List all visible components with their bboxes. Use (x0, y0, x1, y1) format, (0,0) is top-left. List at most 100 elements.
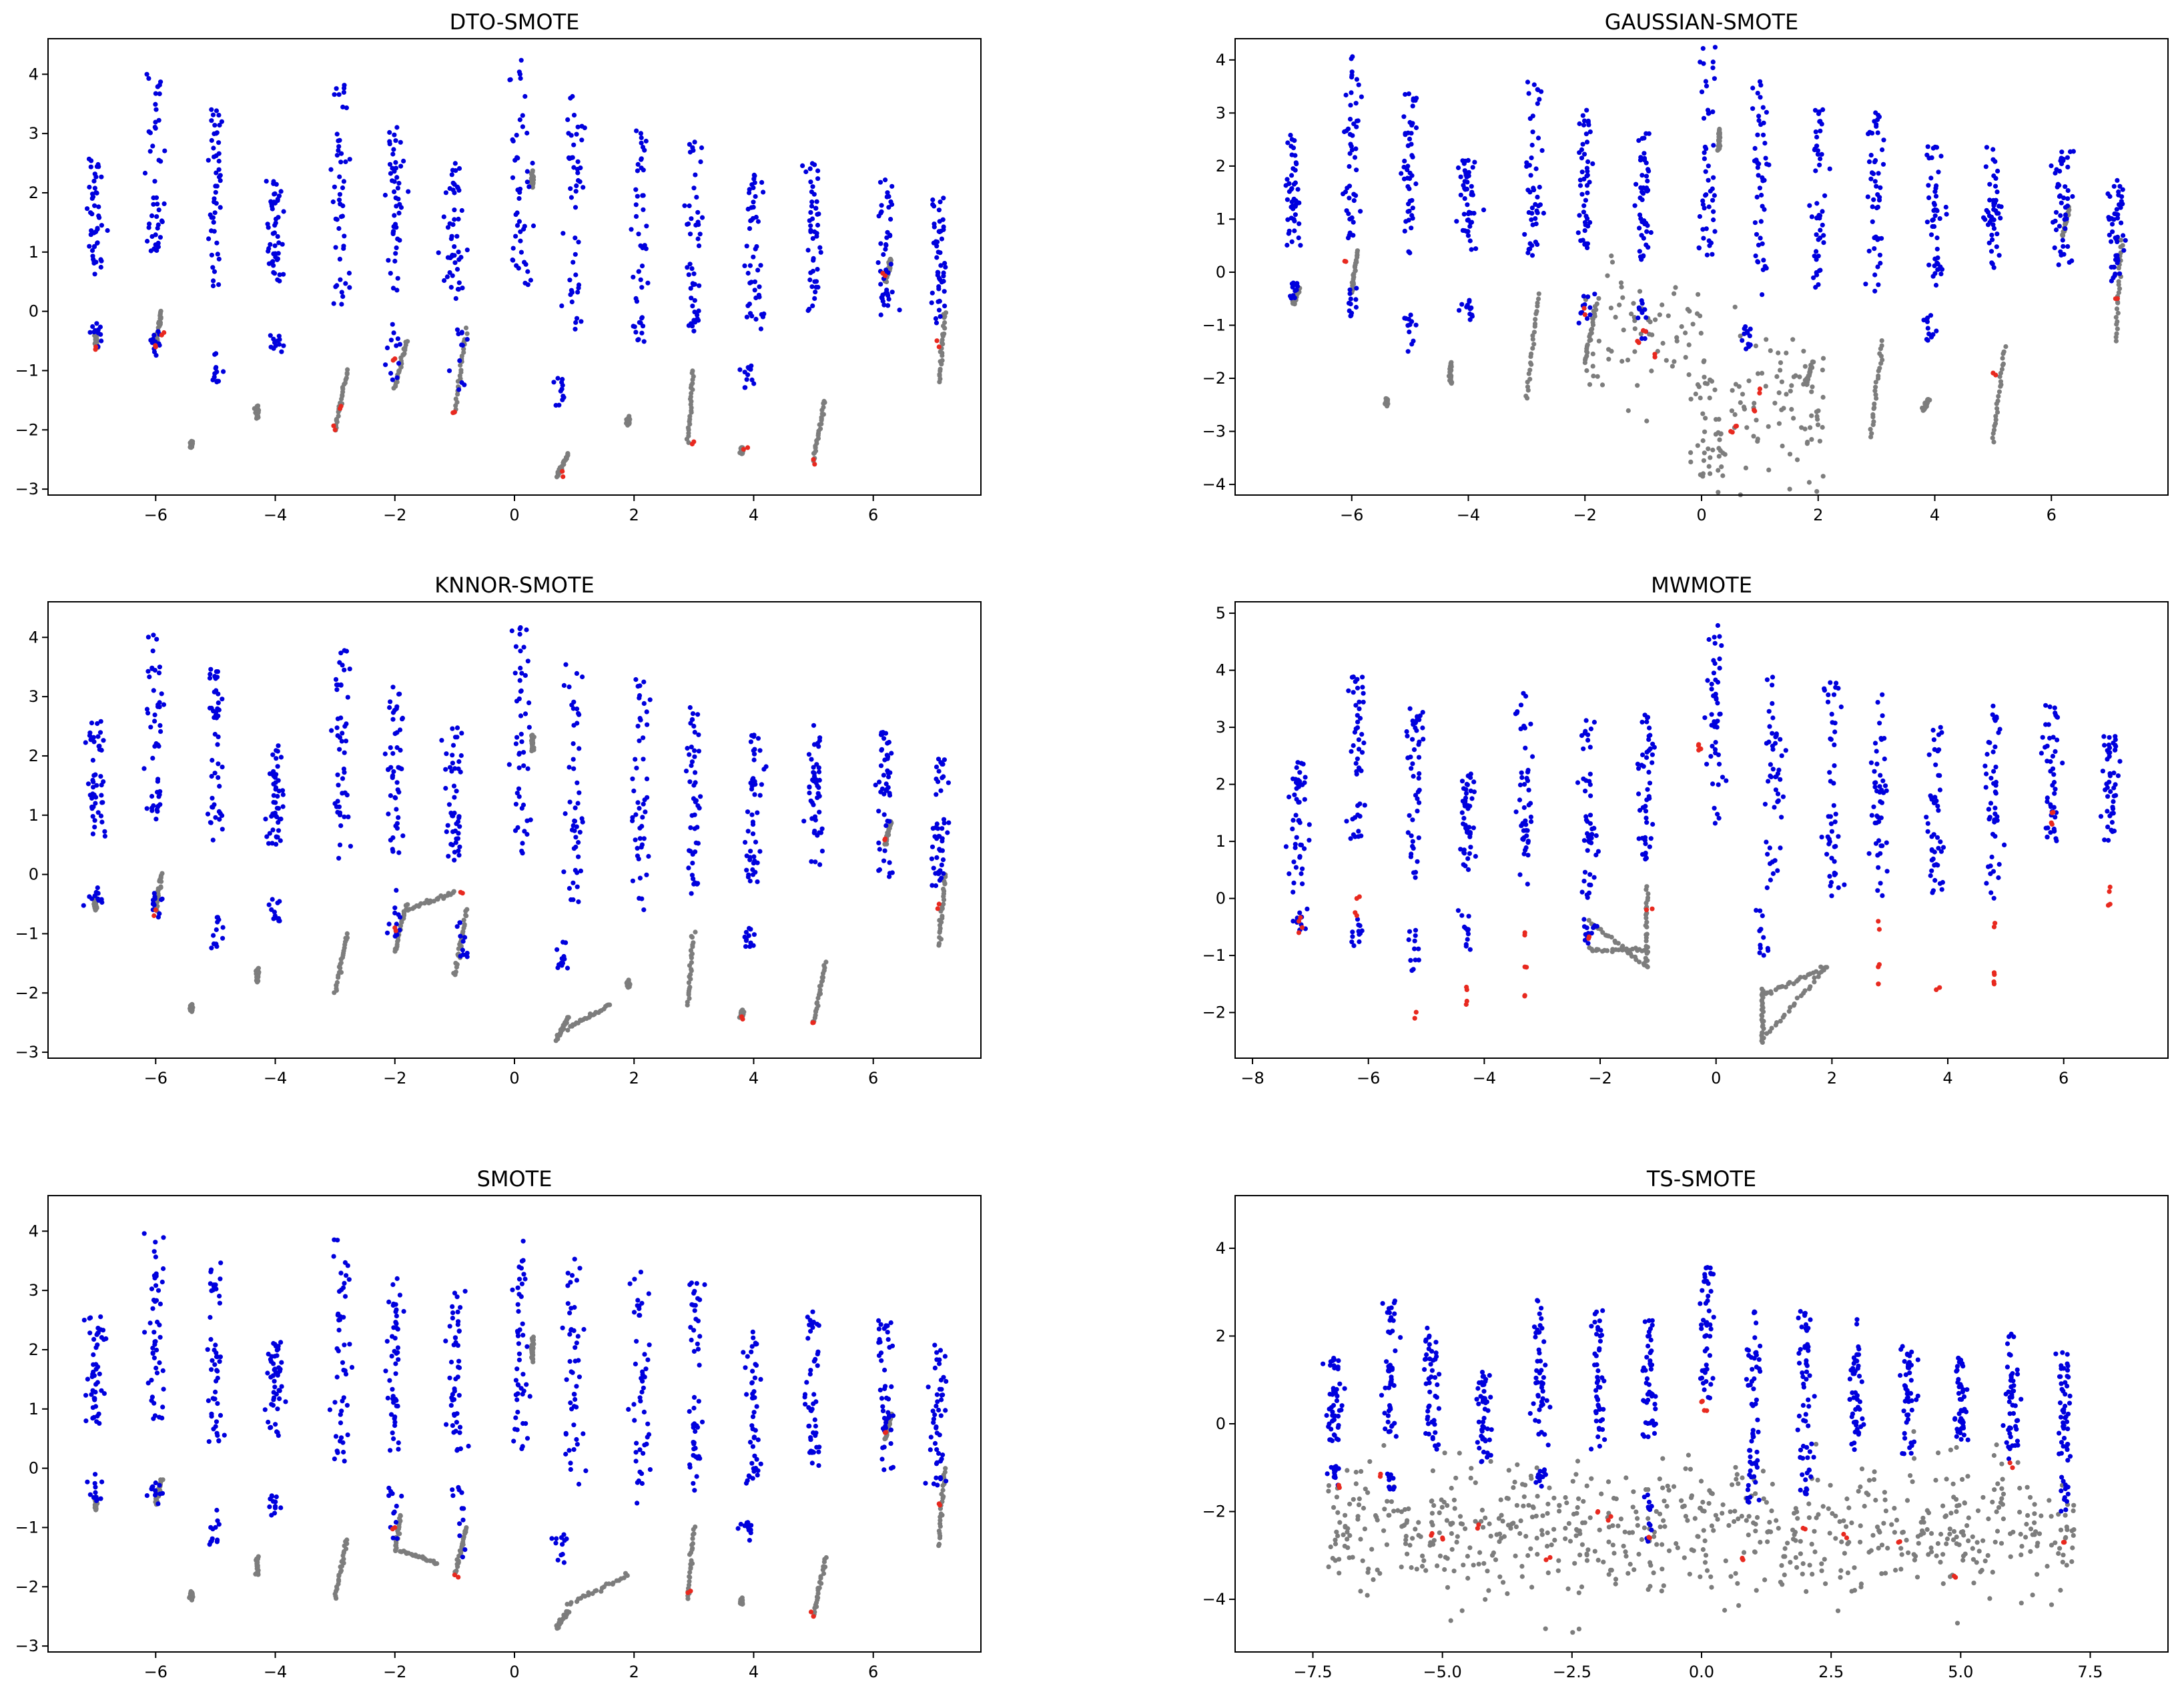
minority-point (1298, 915, 1303, 920)
majority-point (685, 745, 690, 751)
majority-point (517, 632, 522, 637)
majority-point (2061, 195, 2067, 201)
synthetic-point (1631, 315, 1637, 320)
majority-point (1832, 859, 1837, 864)
majority-point (1878, 260, 1883, 266)
synthetic-point (1820, 474, 1826, 479)
majority-point (1761, 258, 1766, 263)
majority-point (1829, 829, 1834, 834)
majority-point (145, 669, 151, 674)
majority-point (1640, 719, 1645, 725)
majority-point (638, 131, 644, 136)
majority-point (1287, 871, 1292, 877)
majority-point (1926, 183, 1931, 188)
majority-point (697, 805, 702, 811)
synthetic-point (1605, 273, 1610, 278)
synthetic-point (1999, 366, 2005, 372)
majority-point (2123, 238, 2128, 243)
majority-point (391, 769, 396, 775)
majority-point (1405, 755, 1411, 761)
majority-point (209, 773, 214, 779)
majority-point (881, 812, 887, 817)
synthetic-point (1683, 355, 1688, 360)
synthetic-point (458, 362, 463, 368)
synthetic-point (1787, 486, 1792, 492)
majority-point (390, 286, 396, 291)
majority-point (1820, 107, 1826, 112)
majority-point (640, 324, 646, 329)
majority-point (2113, 257, 2119, 262)
majority-point (397, 238, 402, 243)
majority-point (273, 787, 278, 792)
synthetic-point (1990, 435, 1995, 441)
majority-point (209, 252, 214, 258)
majority-point (639, 842, 645, 847)
majority-point (1882, 756, 1887, 762)
majority-point (696, 243, 702, 248)
synthetic-point (689, 960, 694, 965)
synthetic-point (1590, 364, 1595, 369)
synthetic-point (1596, 338, 1601, 344)
majority-point (450, 726, 455, 731)
majority-point (940, 761, 946, 767)
majority-point (1829, 893, 1834, 899)
synthetic-point (566, 1015, 571, 1020)
majority-point (524, 130, 530, 136)
majority-point (1715, 811, 1720, 817)
synthetic-point (1812, 975, 1817, 981)
synthetic-point (1384, 396, 1389, 402)
majority-point (278, 755, 284, 760)
synthetic-point (1769, 1025, 1774, 1031)
majority-point (329, 728, 334, 733)
majority-point (883, 247, 888, 252)
synthetic-point (1729, 408, 1734, 414)
minority-point (393, 928, 398, 933)
majority-point (270, 897, 275, 902)
majority-point (2048, 830, 2053, 835)
majority-point (1347, 291, 1353, 296)
majority-point (1881, 137, 1886, 143)
majority-point (1457, 308, 1462, 313)
minority-point (2115, 296, 2120, 302)
synthetic-point (1716, 454, 1722, 459)
synthetic-point (1625, 408, 1631, 414)
majority-point (1580, 141, 1585, 147)
synthetic-point (690, 368, 695, 374)
majority-point (392, 795, 398, 800)
majority-point (1409, 851, 1414, 857)
majority-point (1288, 294, 1293, 299)
majority-point (805, 308, 811, 314)
x-tick-label: 4 (749, 1069, 759, 1088)
majority-point (643, 138, 649, 144)
majority-point (1825, 834, 1830, 839)
minority-point (1636, 340, 1642, 346)
synthetic-point (1994, 410, 2000, 415)
majority-point (459, 330, 464, 336)
synthetic-point (1873, 384, 1878, 390)
majority-point (1702, 156, 1707, 161)
majority-point (1587, 882, 1592, 887)
majority-point (2043, 703, 2049, 708)
minority-point (1876, 919, 1881, 924)
majority-point (212, 269, 218, 274)
majority-point (1646, 131, 1652, 136)
majority-point (1417, 771, 1422, 777)
majority-point (277, 337, 282, 342)
majority-point (2113, 782, 2118, 787)
majority-point (1932, 849, 1937, 855)
y-tick-label: −3 (1202, 422, 1226, 441)
majority-point (444, 274, 450, 280)
majority-point (750, 777, 755, 783)
majority-point (1813, 129, 1818, 135)
majority-point (1289, 173, 1295, 178)
majority-point (1884, 840, 1889, 845)
majority-point (750, 831, 756, 837)
majority-point (2121, 248, 2127, 253)
majority-point (1874, 123, 1879, 129)
synthetic-point (1809, 389, 1814, 394)
y-tick-label: −4 (1202, 475, 1226, 494)
majority-point (521, 645, 526, 650)
synthetic-point (1526, 371, 1531, 376)
majority-point (1779, 753, 1784, 759)
majority-point (1925, 821, 1930, 826)
